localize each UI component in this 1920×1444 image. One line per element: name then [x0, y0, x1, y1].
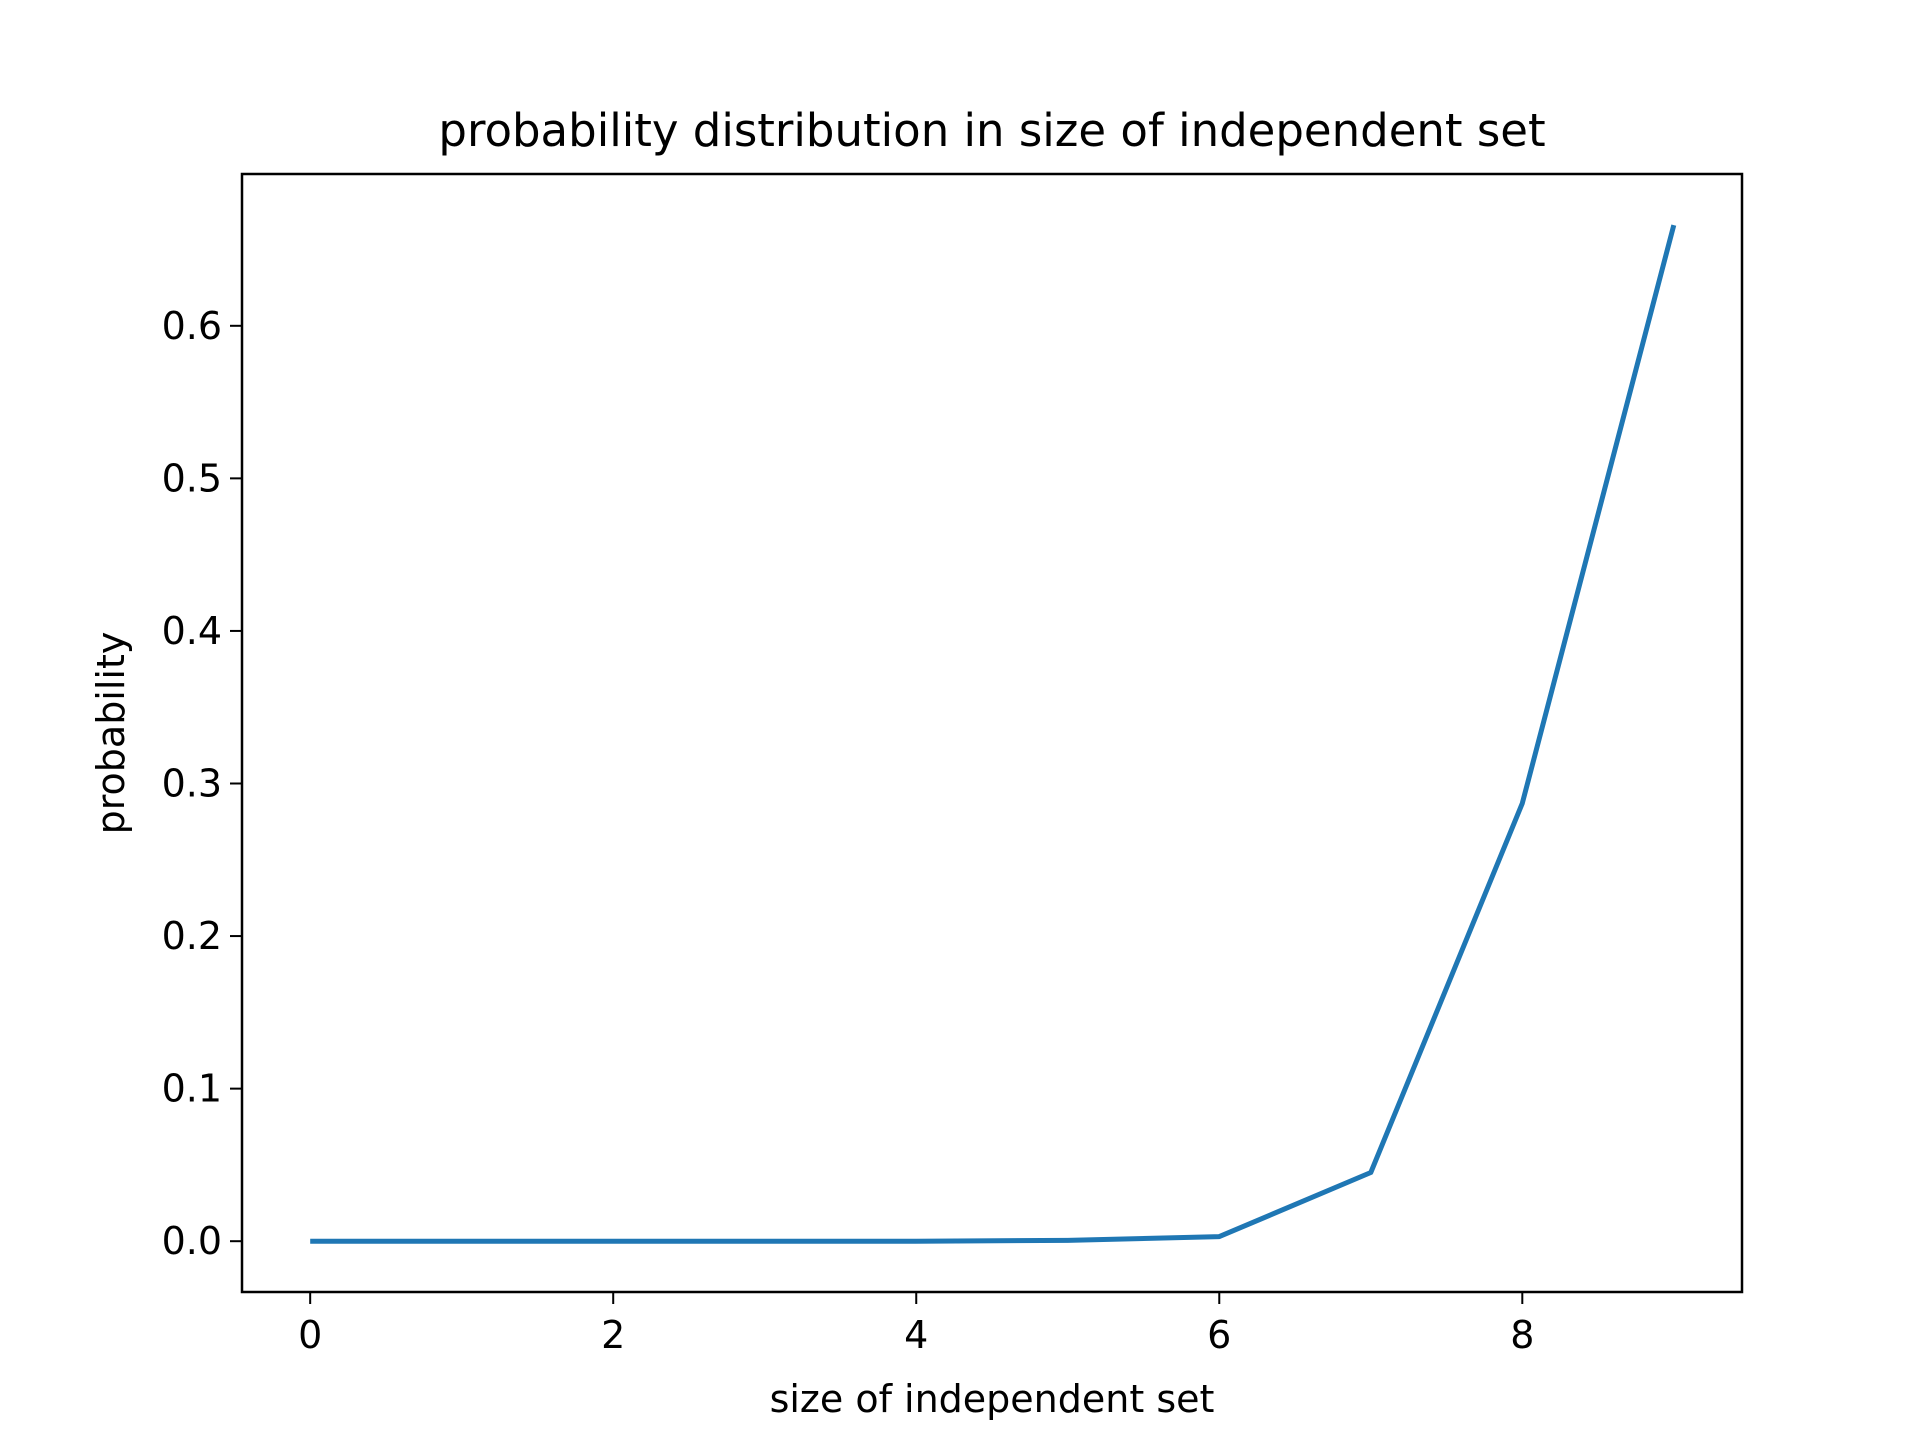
y-axis-ticks: 0.0 0.1 0.2 0.3 0.4 0.5 0.6	[162, 304, 242, 1263]
x-axis-ticks: 0 2 4 6 8	[298, 1292, 1534, 1357]
plot-area-frame	[240, 172, 1744, 1294]
y-tick-label: 0.4	[162, 609, 222, 653]
y-tick-label: 0.3	[162, 761, 222, 805]
chart-title: probability distribution in size of inde…	[438, 104, 1545, 157]
y-tick-label: 0.0	[162, 1219, 222, 1263]
x-axis-label: size of independent set	[770, 1377, 1215, 1421]
series-line	[310, 224, 1677, 1244]
x-tick-label: 0	[298, 1313, 322, 1357]
series-layer	[310, 224, 1677, 1244]
y-tick-label: 0.5	[162, 456, 222, 500]
x-tick-label: 6	[1207, 1313, 1231, 1357]
x-tick-label: 8	[1510, 1313, 1534, 1357]
y-tick-label: 0.2	[162, 914, 222, 958]
y-tick-label: 0.6	[162, 304, 222, 348]
y-tick-label: 0.1	[162, 1067, 222, 1111]
x-tick-label: 2	[601, 1313, 625, 1357]
x-tick-label: 4	[904, 1313, 928, 1357]
y-axis-label: probability	[89, 632, 133, 835]
